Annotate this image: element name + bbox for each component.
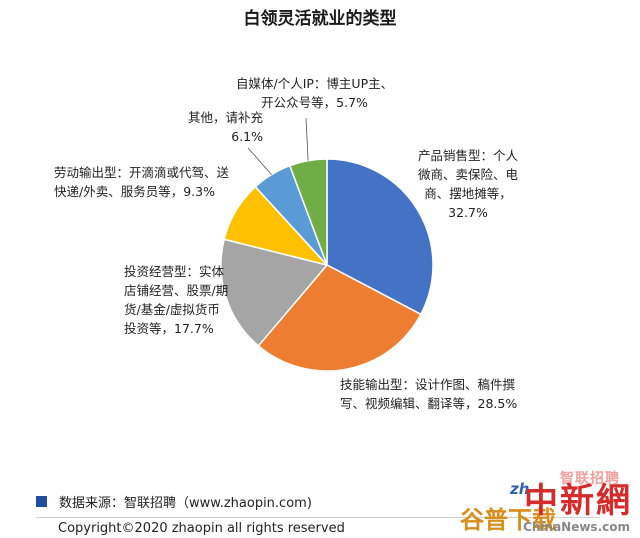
- source-square-icon: [36, 496, 47, 507]
- data-label-line: 32.7%: [448, 205, 488, 220]
- watermark-chinanews: 中新網: [524, 481, 632, 521]
- label-product-sales: 产品销售型：个人 微商、卖保险、电 商、摆地摊等， 32.7%: [418, 146, 518, 222]
- data-label-line: 微商、卖保险、电: [418, 167, 519, 182]
- data-label-line: 快递/外卖、服务员等，9.3%: [54, 184, 215, 199]
- watermark-zhaopin: 智联招聘: [560, 471, 620, 487]
- source-note: 数据来源：智联招聘（www.zhaopin.com): [36, 492, 312, 511]
- copyright-text: Copyright©2020 zhaopin all rights reserv…: [58, 521, 345, 536]
- watermark-zh: zh: [510, 480, 530, 498]
- label-other: 其他，请补充 6.1%: [188, 108, 263, 146]
- data-label-line: 店铺经营、股票/期: [124, 283, 229, 298]
- data-label-line: 写、视频编辑、翻译等，28.5%: [340, 396, 518, 411]
- data-label-line: 投资经营型：实体: [124, 264, 225, 279]
- data-label-line: 商、摆地摊等，: [424, 186, 512, 201]
- watermark-site: ChinaNews.com: [523, 520, 630, 534]
- label-skill-output: 技能输出型：设计作图、稿件撰 写、视频编辑、翻译等，28.5%: [340, 375, 517, 413]
- leader-line-5: [305, 117, 309, 161]
- pie-slice-0: [326, 158, 434, 316]
- data-label-line: 劳动输出型：开滴滴或代驾、送: [54, 165, 230, 180]
- source-text: 数据来源：智联招聘（www.zhaopin.com): [59, 496, 312, 511]
- label-labor-output: 劳动输出型：开滴滴或代驾、送 快递/外卖、服务员等，9.3%: [54, 163, 229, 201]
- watermark-download: 谷普下载: [460, 506, 556, 534]
- pie-slice-5: [288, 158, 328, 266]
- label-self-media: 自媒体/个人IP：博主UP主、 开公众号等，5.7%: [236, 74, 393, 112]
- data-label-line: 产品销售型：个人: [418, 148, 519, 163]
- pie-slice-2: [220, 238, 329, 347]
- footer-divider: [36, 517, 600, 518]
- data-label-line: 6.1%: [231, 129, 264, 144]
- chart-title: 白领灵活就业的类型: [243, 9, 397, 29]
- data-label-line: 开公众号等，5.7%: [261, 95, 368, 110]
- data-label-line: 投资等，17.7%: [124, 321, 214, 336]
- pie-slice-1: [257, 264, 422, 372]
- leader-line-4: [247, 147, 272, 175]
- data-label-line: 自媒体/个人IP：博主UP主、: [236, 76, 394, 91]
- label-investment: 投资经营型：实体 店铺经营、股票/期 货/基金/虚拟货币 投资等，17.7%: [124, 262, 228, 338]
- data-label-line: 其他，请补充: [188, 110, 264, 125]
- data-label-line: 技能输出型：设计作图、稿件撰: [340, 377, 516, 392]
- data-label-line: 货/基金/虚拟货币: [124, 302, 220, 317]
